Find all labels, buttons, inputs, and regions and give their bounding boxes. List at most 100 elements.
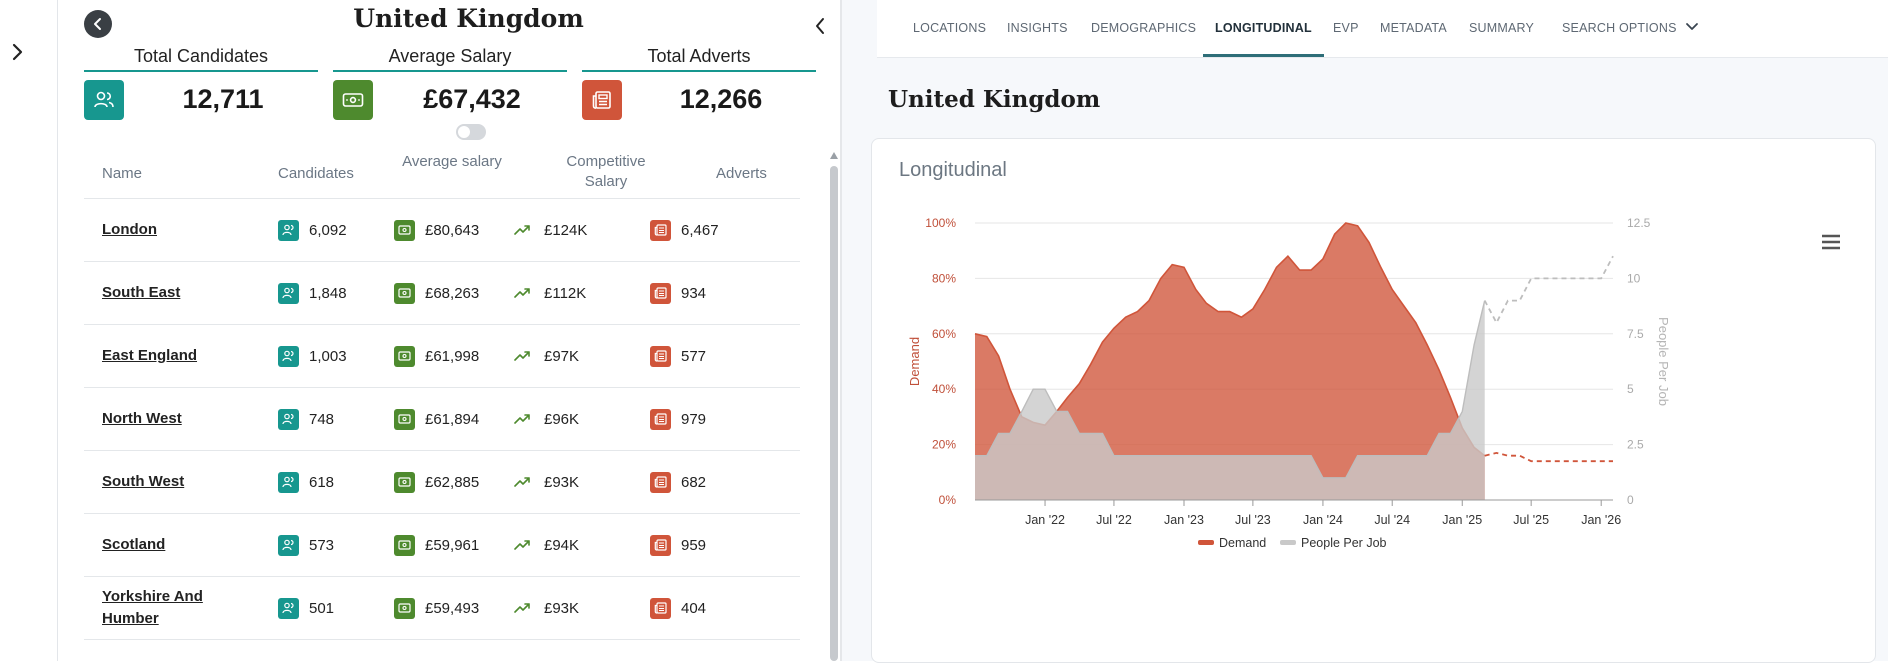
newspaper-icon [582, 80, 622, 120]
trending-up-icon [514, 602, 530, 614]
salary-value: £61,998 [425, 347, 480, 365]
back-button[interactable] [84, 10, 112, 38]
scroll-up-arrow[interactable] [830, 152, 838, 159]
adverts-cell: 934 [650, 262, 706, 324]
location-link[interactable]: Scotland [102, 536, 166, 553]
longitudinal-chart: 0% 20% 40% 60% 80% 100% 0 2.5 5 7.5 10 12.5 Demand Pe… [907, 216, 1671, 550]
hamburger-menu-icon[interactable] [1820, 233, 1842, 251]
chevron-down-icon[interactable] [1685, 20, 1699, 34]
table-row[interactable]: London 6,092 £80,643 £124K 6,467 [84, 199, 800, 262]
banknote-icon [394, 282, 415, 304]
stat-value: 12,266 [679, 84, 763, 114]
tab-search-options[interactable]: SEARCH OPTIONS [1562, 21, 1677, 35]
demand-forecast-line [1484, 451, 1613, 463]
legend-label: Demand [1219, 536, 1266, 550]
adverts-value: 577 [681, 347, 707, 365]
x-tick-label: Jul '25 [1513, 513, 1549, 527]
tab-insights[interactable]: INSIGHTS [1007, 21, 1068, 35]
location-link[interactable]: North West [102, 410, 182, 427]
trending-up-icon [514, 413, 530, 425]
table-row[interactable]: East England 1,003 £61,998 £97K 577 [84, 325, 800, 388]
location-link[interactable]: South East [102, 284, 181, 301]
tab-metadata[interactable]: METADATA [1380, 21, 1447, 35]
location-link[interactable]: East England [102, 347, 198, 364]
location-link[interactable]: Yorkshire And Humber [102, 588, 203, 627]
card-title: Longitudinal [899, 159, 1007, 181]
newspaper-icon [650, 471, 671, 493]
candidates-cell: 1,003 [278, 325, 347, 387]
header-average-salary[interactable]: Average salary [402, 153, 502, 170]
salary-value: £68,263 [425, 284, 480, 302]
header-adverts[interactable]: Adverts [716, 165, 767, 182]
location-link[interactable]: London [102, 221, 157, 238]
table-scrollbar[interactable] [830, 152, 838, 661]
collapse-panel-button[interactable] [810, 14, 830, 38]
newspaper-icon [650, 219, 671, 241]
table-row[interactable]: North West 748 £61,894 £96K 979 [84, 388, 800, 451]
x-tick-label: Jul '22 [1096, 513, 1132, 527]
candidates-value: 1,003 [309, 347, 347, 365]
chevron-right-icon[interactable] [8, 38, 28, 66]
tab-longitudinal[interactable]: LONGITUDINAL [1203, 0, 1324, 57]
y-tick-label: 60% [932, 327, 956, 341]
competitive-value: £93K [544, 473, 580, 491]
table-row[interactable]: Yorkshire And Humber 501 £59,493 £93K 404 [84, 577, 800, 640]
sidebar-rail [0, 0, 58, 661]
x-tick-label: Jan '25 [1442, 513, 1482, 527]
tab-evp[interactable]: EVP [1333, 21, 1359, 35]
demand-area [975, 223, 1485, 500]
stat-average-salary: Average Salary £67,432 [333, 44, 567, 122]
salary-value: £59,961 [425, 536, 480, 554]
banknote-icon [394, 345, 415, 367]
x-tick-label: Jan '24 [1303, 513, 1343, 527]
stat-label: Total Candidates [84, 44, 318, 72]
newspaper-icon [650, 408, 671, 430]
people-icon [278, 219, 299, 241]
table-header: Name Candidates Average salary Competiti… [84, 150, 800, 199]
scroll-thumb[interactable] [830, 166, 838, 661]
header-name[interactable]: Name [102, 165, 143, 182]
stat-total-adverts: Total Adverts 12,266 [582, 44, 816, 122]
competitive-value: £93K [544, 599, 580, 617]
header-competitive-salary[interactable]: Competitive Salary [566, 153, 646, 190]
table-row[interactable]: South West 618 £62,885 £93K 682 [84, 451, 800, 514]
people-per-job-line [975, 300, 1486, 479]
candidates-cell: 1,848 [278, 262, 347, 324]
location-cell: Scotland [102, 514, 252, 576]
panel-divider[interactable] [840, 0, 842, 661]
competitive-cell: £96K [514, 388, 579, 450]
salary-toggle[interactable] [456, 124, 486, 140]
adverts-value: 682 [681, 473, 707, 491]
competitive-value: £124K [544, 221, 588, 239]
legend-swatch [1280, 540, 1296, 545]
stat-value: 12,711 [182, 84, 264, 114]
y2-tick-label: 0 [1627, 493, 1634, 507]
tab-summary[interactable]: SUMMARY [1469, 21, 1535, 35]
newspaper-icon [650, 597, 671, 619]
candidates-cell: 573 [278, 514, 334, 576]
banknote-icon [394, 408, 415, 430]
arrow-left-icon [94, 18, 101, 30]
people-icon [278, 597, 299, 619]
trending-up-icon [514, 476, 530, 488]
table-row[interactable]: Scotland 573 £59,961 £94K 959 [84, 514, 800, 577]
candidates-cell: 618 [278, 451, 334, 513]
salary-cell: £59,493 [394, 577, 479, 639]
candidates-value: 1,848 [309, 284, 347, 302]
location-cell: South West [102, 451, 252, 513]
demand-line [974, 222, 1486, 457]
tab-demographics[interactable]: DEMOGRAPHICS [1091, 21, 1197, 35]
location-link[interactable]: South West [102, 473, 185, 490]
y-tick-label: 0% [939, 493, 957, 507]
candidates-cell: 6,092 [278, 199, 347, 261]
insights-panel: LOCATIONS INSIGHTS DEMOGRAPHICS LONGITUD… [842, 0, 1888, 663]
candidates-value: 573 [309, 536, 335, 554]
table-row[interactable]: South East 1,848 £68,263 £112K 934 [84, 262, 800, 325]
people-icon [278, 471, 299, 493]
competitive-cell: £93K [514, 451, 579, 513]
x-tick-label: Jan '26 [1581, 513, 1621, 527]
header-candidates[interactable]: Candidates [278, 165, 354, 182]
banknote-icon [394, 534, 415, 556]
tab-locations[interactable]: LOCATIONS [913, 21, 987, 35]
adverts-value: 6,467 [681, 221, 719, 239]
